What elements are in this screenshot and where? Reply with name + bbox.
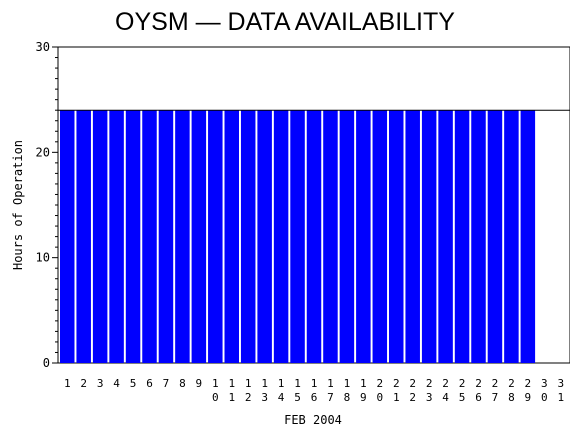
bar-series [60,110,536,363]
x-axis-tick-labels: 1 2 3 4 5 6 7 8 9 1 01 11 21 31 41 51 61 71 81 92 02 12 22 32 42… [64,377,564,404]
bar-day-24 [438,110,453,363]
y-axis: 0 10 20 30 [36,40,58,370]
x-tick-label-7: 7 [163,377,170,390]
x-tick-label-2: 2 [80,377,87,390]
y-tick-label: 10 [36,251,50,265]
x-tick-label-6: 6 [146,377,153,390]
bar-day-23 [421,110,437,363]
bar-day-5 [125,110,141,363]
bar-day-15 [290,110,305,363]
x-tick-label-9: 9 [196,377,203,390]
y-tick-label: 20 [36,145,50,159]
bar-day-19 [356,110,371,363]
bar-day-9 [191,110,207,363]
bar-day-1 [60,110,75,363]
bar-day-14 [273,110,289,363]
bar-day-8 [175,110,190,363]
x-tick-label-1: 1 [64,377,71,390]
bar-day-26 [471,110,486,363]
x-tick-label-3: 3 [97,377,104,390]
x-axis-label: FEB 2004 [284,413,342,427]
bar-day-12 [240,110,256,363]
y-tick-label: 30 [36,40,50,54]
bar-day-28 [504,110,519,363]
bar-day-18 [339,110,355,363]
bar-day-29 [520,110,536,363]
bar-day-17 [323,110,338,363]
bar-day-22 [405,110,420,363]
x-tick-label-5: 5 [130,377,137,390]
x-tick-label-8: 8 [179,377,186,390]
bar-day-27 [487,110,503,363]
bar-day-13 [257,110,272,363]
chart-title: OYSM — DATA AVAILABILITY [115,8,455,36]
bar-day-10 [208,110,223,363]
bar-day-21 [389,110,404,363]
plot-area [57,46,570,364]
bar-day-16 [306,110,322,363]
bar-day-11 [224,110,239,363]
y-axis-label: Hours of Operation [11,140,25,270]
x-tick-label-4: 4 [113,377,120,390]
bar-day-7 [158,110,174,363]
y-tick-label: 0 [43,356,50,370]
bar-day-3 [92,110,108,363]
bar-day-6 [142,110,157,363]
bar-day-2 [76,110,91,363]
bar-day-4 [109,110,124,363]
bar-day-25 [454,110,470,363]
bar-day-20 [372,110,388,363]
